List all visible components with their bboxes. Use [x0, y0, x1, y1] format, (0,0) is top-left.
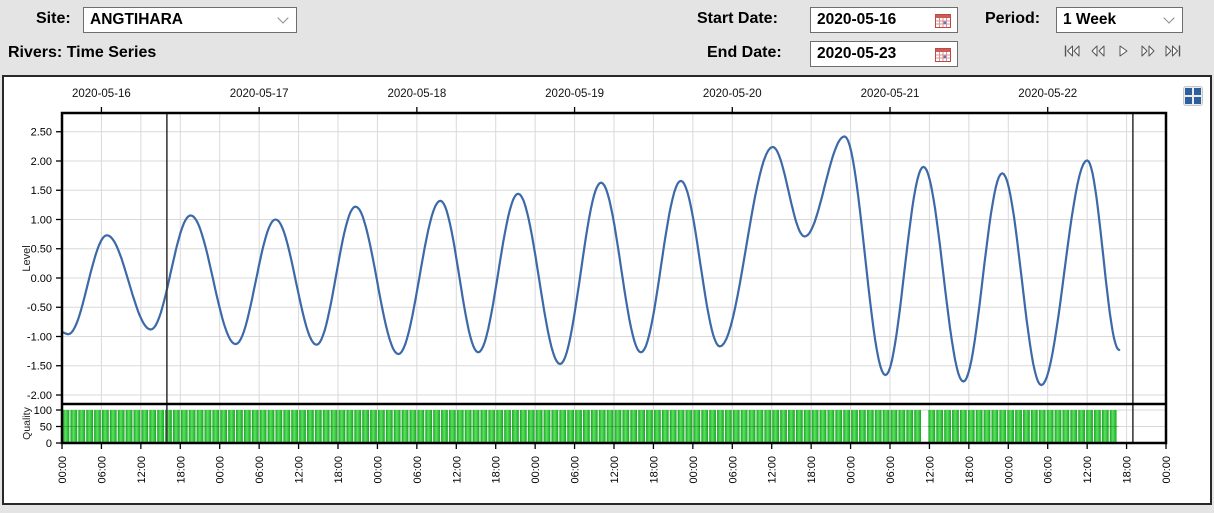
svg-text:12:00: 12:00	[767, 456, 779, 484]
expand-icon	[1185, 88, 1192, 95]
end-date-value: 2020-05-23	[817, 45, 897, 62]
page-title: Rivers: Time Series	[8, 44, 157, 61]
svg-text:100: 100	[34, 405, 52, 417]
skip-last-icon	[1165, 45, 1181, 57]
svg-text:0.50: 0.50	[31, 244, 52, 256]
svg-text:-1.00: -1.00	[27, 331, 52, 343]
period-select[interactable]: 1 Week	[1056, 7, 1183, 33]
svg-text:06:00: 06:00	[254, 456, 266, 484]
svg-text:2020-05-21: 2020-05-21	[861, 88, 920, 100]
svg-text:00:00: 00:00	[530, 456, 542, 484]
skip-first-icon	[1064, 45, 1080, 57]
svg-text:18:00: 18:00	[964, 456, 976, 484]
svg-text:0: 0	[46, 438, 52, 450]
svg-text:06:00: 06:00	[412, 456, 424, 484]
svg-text:Level: Level	[21, 245, 33, 271]
fast-forward-icon	[1141, 45, 1154, 57]
start-date-input[interactable]: 2020-05-16	[810, 7, 958, 33]
period-label: Period:	[985, 10, 1041, 27]
svg-text:2.00: 2.00	[31, 156, 52, 168]
end-date-label: End Date:	[707, 44, 782, 61]
svg-text:06:00: 06:00	[885, 456, 897, 484]
svg-text:18:00: 18:00	[1122, 456, 1134, 484]
svg-text:0.00: 0.00	[31, 273, 52, 285]
svg-text:00:00: 00:00	[688, 456, 700, 484]
site-select-value: ANGTIHARA	[90, 11, 183, 28]
start-date-label: Start Date:	[697, 10, 778, 27]
svg-text:18:00: 18:00	[491, 456, 503, 484]
svg-text:00:00: 00:00	[57, 456, 69, 484]
svg-text:12:00: 12:00	[451, 456, 463, 484]
play-button[interactable]	[1114, 44, 1131, 58]
timeseries-chart[interactable]: 2020-05-16 2020-05-17 2020-05-18 2020-05-19…	[4, 77, 1210, 503]
svg-text:06:00: 06:00	[727, 456, 739, 484]
svg-text:-0.50: -0.50	[27, 302, 52, 314]
svg-text:12:00: 12:00	[1082, 456, 1094, 484]
svg-text:06:00: 06:00	[570, 456, 582, 484]
site-label: Site:	[36, 10, 71, 27]
fast-forward-button[interactable]	[1139, 44, 1156, 58]
svg-text:00:00: 00:00	[846, 456, 858, 484]
end-date-input[interactable]: 2020-05-23	[810, 41, 958, 67]
svg-text:1.50: 1.50	[31, 185, 52, 197]
svg-text:12:00: 12:00	[294, 456, 306, 484]
skip-last-button[interactable]	[1164, 44, 1181, 58]
svg-text:06:00: 06:00	[96, 456, 108, 484]
svg-text:2020-05-20: 2020-05-20	[703, 88, 762, 100]
svg-text:Quality: Quality	[21, 406, 33, 439]
svg-text:18:00: 18:00	[806, 456, 818, 484]
svg-text:18:00: 18:00	[175, 456, 187, 484]
chart-panel: 2020-05-16 2020-05-17 2020-05-18 2020-05-19…	[2, 75, 1212, 505]
svg-text:12:00: 12:00	[924, 456, 936, 484]
site-select[interactable]: ANGTIHARA	[83, 7, 297, 33]
svg-text:2020-05-18: 2020-05-18	[387, 88, 446, 100]
skip-first-button[interactable]	[1064, 44, 1081, 58]
svg-text:2020-05-17: 2020-05-17	[230, 88, 289, 100]
play-icon	[1119, 45, 1127, 57]
chevron-down-icon	[277, 12, 289, 24]
svg-text:2.50: 2.50	[31, 127, 52, 139]
svg-text:00:00: 00:00	[1161, 456, 1173, 484]
svg-text:06:00: 06:00	[1043, 456, 1055, 484]
calendar-icon[interactable]	[935, 13, 951, 28]
rewind-icon	[1091, 45, 1104, 57]
svg-text:00:00: 00:00	[215, 456, 227, 484]
svg-text:00:00: 00:00	[372, 456, 384, 484]
svg-text:18:00: 18:00	[648, 456, 660, 484]
svg-text:2020-05-19: 2020-05-19	[545, 88, 604, 100]
svg-text:00:00: 00:00	[1003, 456, 1015, 484]
svg-text:2020-05-22: 2020-05-22	[1018, 88, 1077, 100]
period-select-value: 1 Week	[1063, 11, 1117, 28]
svg-text:12:00: 12:00	[609, 456, 621, 484]
expand-chart-button[interactable]	[1183, 86, 1203, 106]
svg-text:12:00: 12:00	[136, 456, 148, 484]
time-navigation	[1064, 44, 1181, 58]
svg-text:18:00: 18:00	[333, 456, 345, 484]
start-date-value: 2020-05-16	[817, 11, 897, 28]
svg-text:1.00: 1.00	[31, 214, 52, 226]
rewind-button[interactable]	[1089, 44, 1106, 58]
svg-text:-1.50: -1.50	[27, 361, 52, 373]
svg-text:50: 50	[40, 421, 52, 433]
calendar-icon[interactable]	[935, 47, 951, 62]
svg-text:-2.00: -2.00	[27, 390, 52, 402]
svg-text:2020-05-16: 2020-05-16	[72, 88, 131, 100]
chevron-down-icon	[1163, 12, 1175, 24]
